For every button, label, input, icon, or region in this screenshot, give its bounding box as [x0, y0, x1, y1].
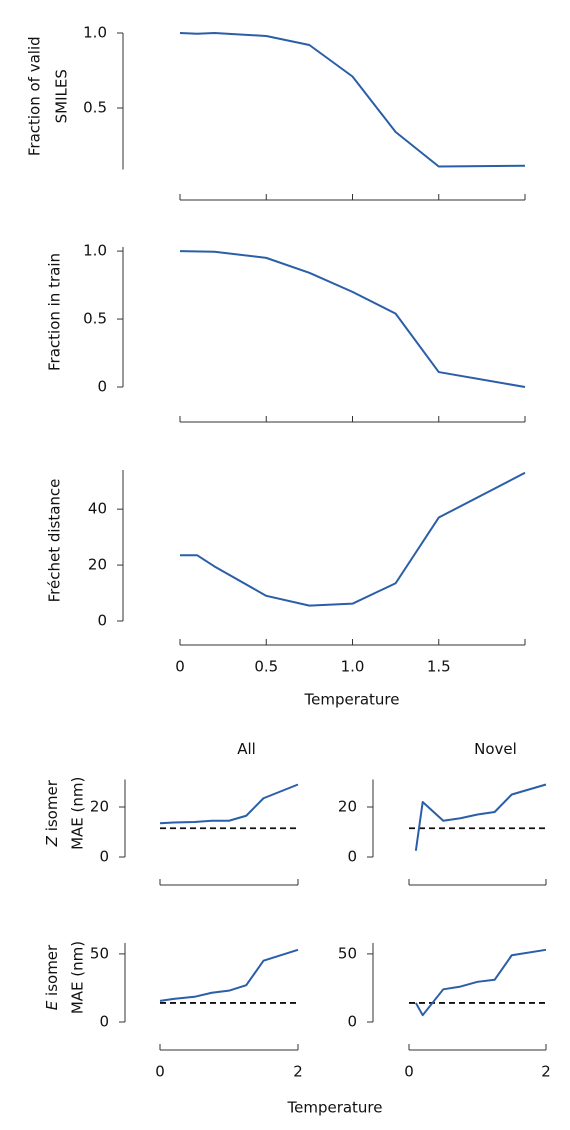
- y-tick-label: 0: [99, 1013, 109, 1031]
- panel-title: All: [237, 740, 256, 758]
- data-line: [179, 250, 526, 388]
- x-axis-label: Temperature: [286, 1099, 382, 1117]
- x-tick-label: 0: [175, 658, 185, 676]
- data-line: [179, 32, 526, 168]
- y-axis-label: SMILES: [53, 69, 71, 123]
- x-tick-label: 0.5: [254, 658, 278, 676]
- y-tick-label: 0.5: [83, 310, 107, 328]
- y-tick-label: 0: [97, 612, 107, 630]
- y-axis-label: MAE (nm): [69, 777, 87, 850]
- x-tick-label: 2: [293, 1063, 303, 1081]
- y-tick-label: 20: [90, 798, 109, 816]
- x-tick-label: 0: [404, 1063, 414, 1081]
- y-tick-label: 1.0: [83, 242, 107, 260]
- y-tick-label: 0.5: [83, 99, 107, 117]
- y-tick-label: 50: [90, 944, 109, 962]
- x-tick-label: 1.5: [427, 658, 451, 676]
- data-line: [159, 783, 299, 825]
- y-tick-label: 20: [88, 556, 107, 574]
- y-axis-label: MAE (nm): [69, 941, 87, 1014]
- y-tick-label: 0: [97, 378, 107, 396]
- y-axis-label: Fréchet distance: [46, 479, 64, 603]
- y-tick-label: 1.0: [83, 24, 107, 42]
- y-axis-label: Z isomer: [43, 779, 61, 847]
- y-tick-label: 50: [338, 944, 357, 962]
- y-tick-label: 20: [338, 798, 357, 816]
- y-tick-label: 0: [347, 848, 357, 866]
- data-line: [180, 471, 526, 607]
- y-axis-label: E isomer: [43, 944, 61, 1010]
- x-tick-label: 1.0: [341, 658, 365, 676]
- y-axis-label: Fraction of valid: [26, 36, 44, 156]
- data-line: [414, 948, 547, 1017]
- x-tick-label: 0: [155, 1063, 165, 1081]
- y-tick-label: 0: [347, 1013, 357, 1031]
- x-tick-label: 2: [541, 1063, 551, 1081]
- panel-title: Novel: [474, 740, 517, 758]
- data-line: [159, 948, 299, 1002]
- y-tick-label: 40: [88, 500, 107, 518]
- data-line: [414, 783, 547, 851]
- y-tick-label: 0: [99, 848, 109, 866]
- y-axis-label: Fraction in train: [46, 253, 64, 371]
- x-axis-label: Temperature: [303, 691, 399, 709]
